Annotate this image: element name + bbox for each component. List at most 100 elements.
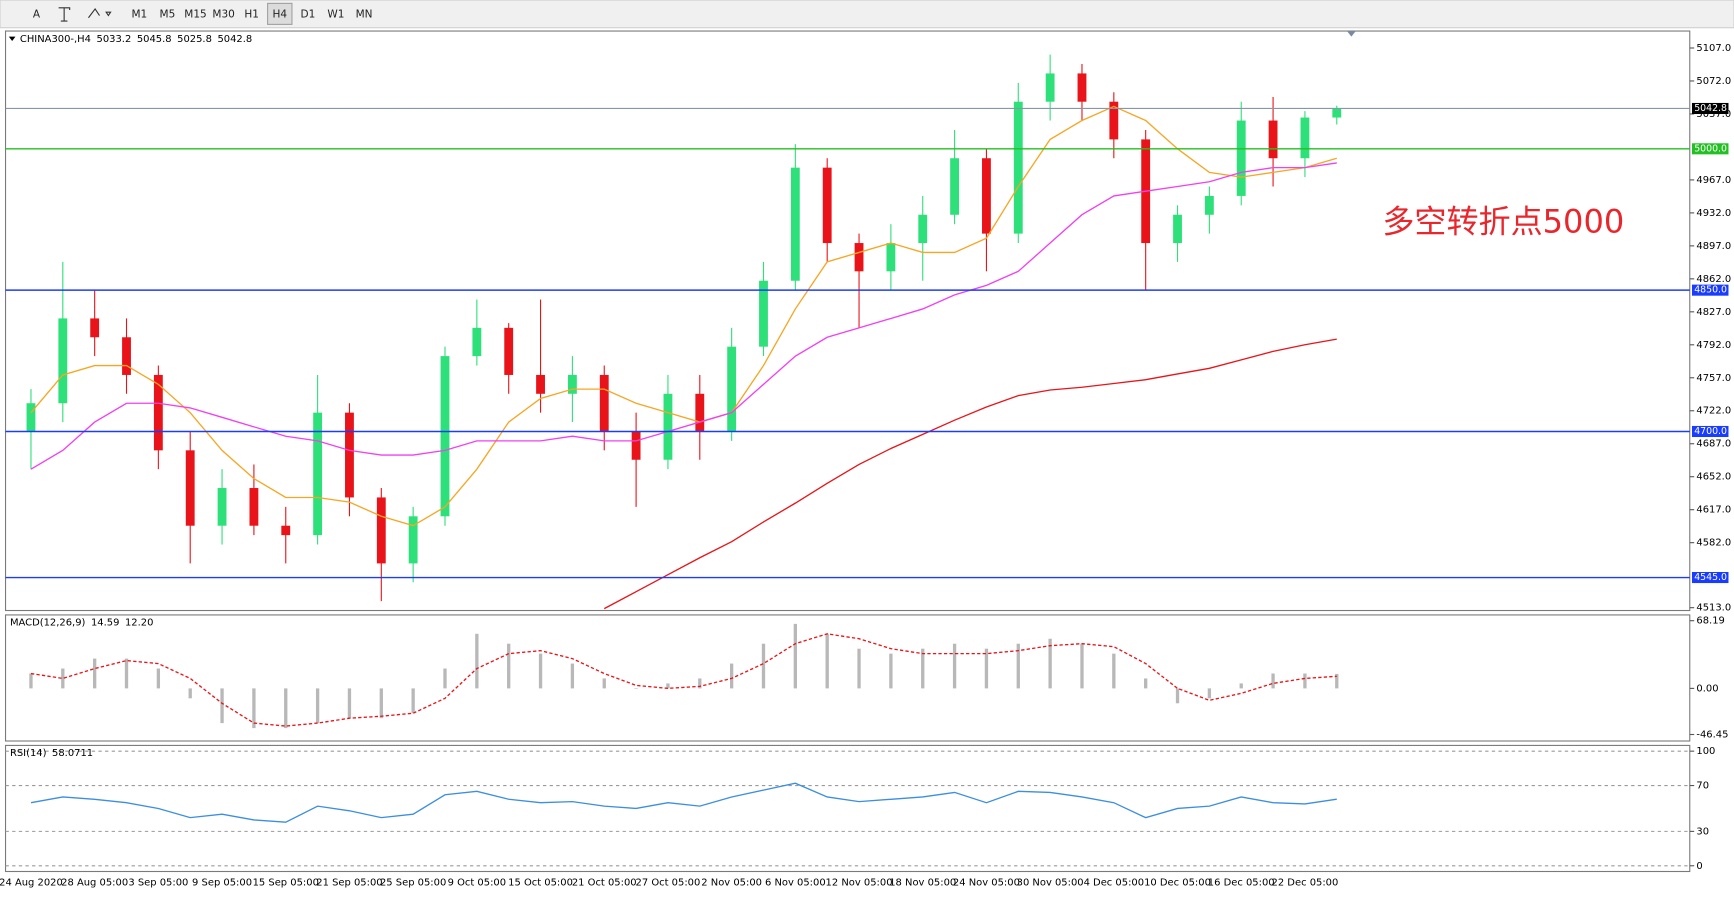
- toolbar-button[interactable]: H4: [272, 8, 287, 20]
- toolbar-button[interactable]: M1: [131, 8, 147, 20]
- toolbar-button[interactable]: MN: [356, 8, 373, 20]
- candle-body: [1268, 120, 1278, 159]
- toolbar: [0, 0, 1734, 29]
- rsi-panel: [4, 744, 1691, 873]
- candle-body: [759, 280, 768, 347]
- candle-body: [727, 346, 737, 432]
- toolbar-button[interactable]: M5: [160, 8, 176, 20]
- y-tick-label: 4792.0: [1696, 340, 1731, 351]
- x-tick-label: 9 Sep 05:00: [192, 878, 252, 889]
- macd-bar: [507, 643, 511, 689]
- macd-panel: [4, 614, 1691, 742]
- macd-bar: [188, 688, 192, 699]
- macd-bar: [411, 688, 415, 714]
- macd-bar: [729, 663, 734, 689]
- x-tick-label: 25 Sep 05:00: [380, 878, 446, 889]
- bid-label: 5042.8: [1694, 103, 1727, 114]
- candle-body: [345, 412, 354, 498]
- macd-bar: [379, 688, 383, 719]
- y-tick-label: 5107.0: [1696, 43, 1731, 54]
- macd-bar: [1207, 688, 1212, 699]
- macd-bar: [952, 643, 957, 689]
- candle-body: [567, 374, 577, 394]
- y-tick-label: 4513.0: [1696, 603, 1731, 614]
- y-tick-label: 4617.0: [1696, 505, 1731, 516]
- header-ohlc: 5033.2: [97, 34, 132, 45]
- level-label-box: [1691, 143, 1729, 155]
- candle-body: [185, 450, 195, 526]
- macd-bar: [29, 673, 33, 689]
- candle-body: [1332, 108, 1342, 118]
- candle-body: [440, 356, 450, 517]
- shapes-tool-icon: [88, 7, 112, 19]
- y-tick-label: 4862.0: [1696, 274, 1731, 285]
- macd-bar: [347, 688, 352, 719]
- toolbar-button[interactable]: W1: [327, 8, 344, 20]
- y-tick-label: 4582.0: [1696, 538, 1731, 549]
- candle-body: [854, 243, 864, 272]
- toolbar-button[interactable]: A: [33, 8, 41, 20]
- y-tick-label: 0.00: [1696, 683, 1718, 694]
- macd-bar: [443, 668, 447, 689]
- macd-signal: [30, 633, 1337, 727]
- x-tick-label: 22 Dec 05:00: [1272, 878, 1339, 889]
- macd-bar: [156, 668, 161, 689]
- macd-bar: [793, 623, 797, 689]
- panel-header: MACD(12,26,9) 14.59 12.20: [10, 618, 153, 629]
- candle-body: [599, 374, 609, 432]
- toolbar-button[interactable]: M30: [212, 8, 234, 20]
- macd-bar: [61, 668, 65, 689]
- header-ohlc: 5045.8: [137, 34, 172, 45]
- shift-marker: [1346, 31, 1356, 37]
- y-tick-label: 68.19: [1696, 616, 1724, 627]
- toolbar-button[interactable]: H1: [244, 8, 259, 20]
- macd-bar: [570, 663, 575, 689]
- macd-bar: [1112, 653, 1116, 689]
- macd-bar: [921, 648, 925, 689]
- x-tick-label: 6 Nov 05:00: [765, 878, 826, 889]
- macd-bar: [1175, 688, 1180, 704]
- candle-body: [822, 167, 832, 244]
- panel-value: 12.20: [125, 618, 153, 629]
- annotation: 多空转折点5000: [1382, 202, 1624, 240]
- x-tick-label: 15 Oct 05:00: [508, 878, 573, 889]
- x-tick-label: 2 Nov 05:00: [701, 878, 762, 889]
- x-tick-label: 30 Nov 05:00: [1017, 878, 1084, 889]
- candle-body: [153, 374, 163, 451]
- chart-header: CHINA300-,H4 5033.2 5045.8 5025.8 5042.8: [20, 34, 252, 45]
- toolbar-button[interactable]: M15: [184, 8, 206, 20]
- macd-bar: [634, 688, 638, 689]
- x-tick-label: 10 Dec 05:00: [1144, 878, 1211, 889]
- candle-body: [631, 431, 641, 460]
- toolbar-button[interactable]: D1: [300, 8, 315, 20]
- candle-body: [536, 374, 545, 394]
- candle-body: [950, 158, 960, 215]
- macd-bar: [284, 688, 288, 729]
- macd-bar: [315, 688, 320, 724]
- x-tick-label: 28 Aug 05:00: [61, 878, 128, 889]
- candle-body: [663, 393, 673, 460]
- candle-body: [249, 488, 259, 526]
- candle-body: [1045, 73, 1055, 102]
- macd-bar: [1335, 673, 1339, 689]
- x-tick-label: 15 Sep 05:00: [253, 878, 319, 889]
- candle-body: [1236, 120, 1246, 196]
- macd-bar: [857, 648, 861, 689]
- x-tick-label: 27 Oct 05:00: [636, 878, 701, 889]
- symbol-title: CHINA300-,H4: [20, 34, 91, 45]
- macd-bar: [538, 653, 543, 689]
- candle-body: [58, 318, 68, 404]
- y-tick-label: 4722.0: [1696, 406, 1731, 417]
- y-tick-label: 4687.0: [1696, 439, 1731, 450]
- text-tool-icon: [58, 7, 71, 22]
- level-label: 4545.0: [1694, 572, 1727, 583]
- macd-bar: [475, 633, 479, 689]
- candle-body: [1173, 214, 1182, 244]
- macd-bar: [984, 648, 989, 689]
- panel-value: 58.0711: [52, 748, 93, 759]
- header-ohlc: 5042.8: [217, 34, 252, 45]
- collapse-arrow: [8, 36, 16, 41]
- x-tick-label: 18 Nov 05:00: [889, 878, 956, 889]
- level-label: 5000.0: [1694, 143, 1727, 154]
